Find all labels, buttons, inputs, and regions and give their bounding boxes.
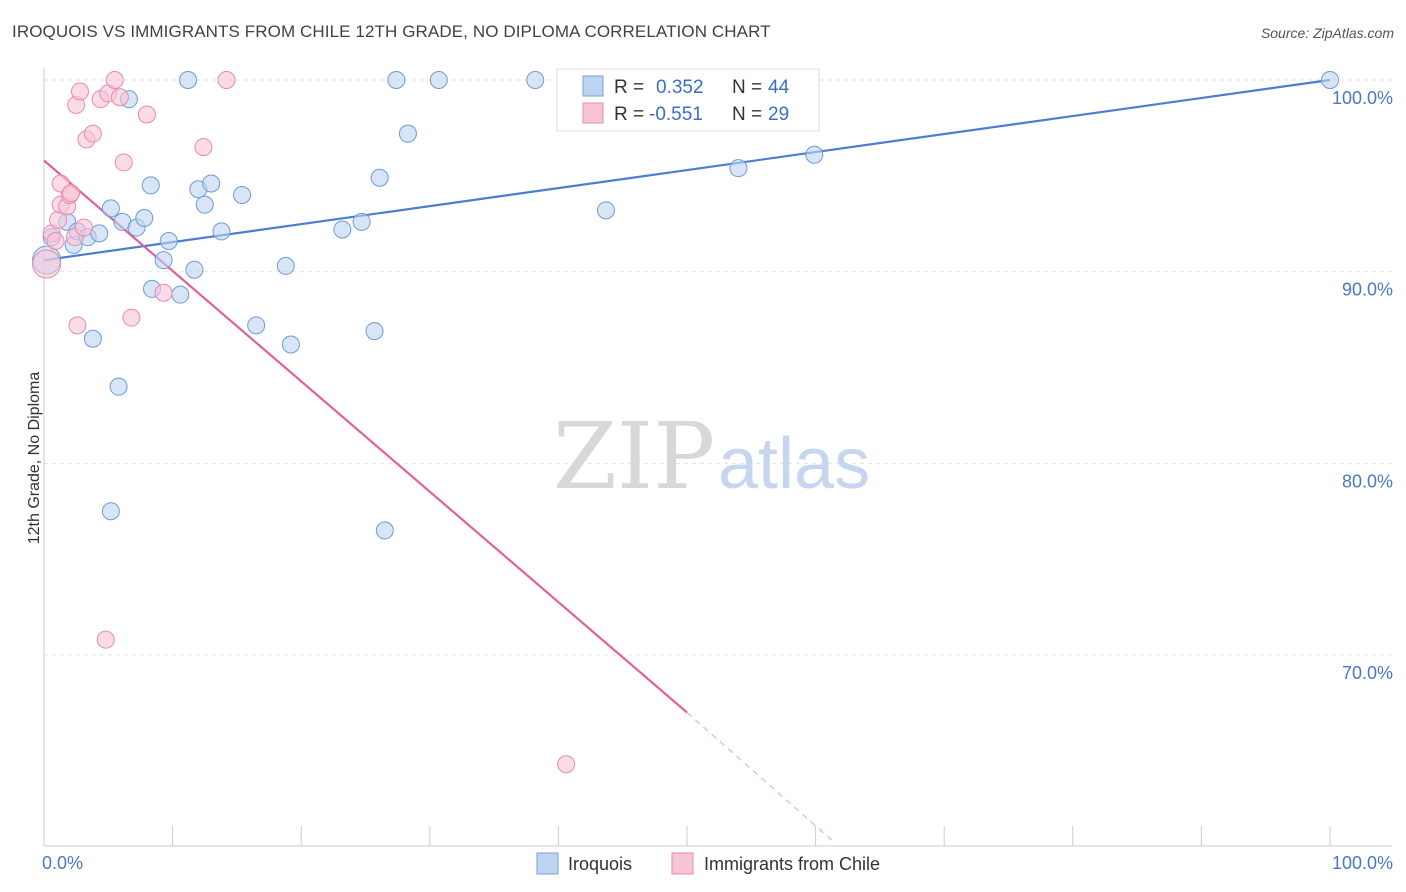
chart-title: IROQUOIS VS IMMIGRANTS FROM CHILE 12TH G… (12, 22, 771, 41)
chile-point (62, 184, 81, 203)
chile-point (32, 249, 62, 279)
stats-legend: R = 0.352 N = 44 R = -0.551 N = 29 (556, 68, 820, 132)
chile-point (110, 88, 129, 107)
x-tick-labels: 0.0% 100.0% (42, 853, 1393, 873)
chile-point (122, 308, 141, 327)
y-tick-label: 90.0% (1342, 280, 1393, 300)
iroquois-point (90, 224, 109, 243)
iroquois-point (171, 285, 190, 304)
stats-swatch-pink (582, 102, 604, 124)
chile-point (137, 105, 156, 124)
x-tick-label: 0.0% (42, 853, 83, 873)
stats-r-label-2: R = (614, 104, 644, 125)
chile-point (105, 71, 124, 89)
watermark-zip: ZIP (553, 403, 715, 510)
iroquois-point (195, 195, 214, 214)
trend-lines (43, 78, 1331, 844)
iroquois-point (596, 201, 615, 220)
stats-n-value-2: 29 (768, 104, 789, 125)
iroquois-point (179, 71, 198, 89)
x-tick-label: 100.0% (1332, 853, 1393, 873)
iroquois-point (83, 329, 102, 348)
iroquois-point (202, 174, 221, 193)
iroquois-point (352, 212, 371, 231)
data-points (32, 71, 1339, 774)
trend-line-chile-extension (686, 712, 836, 844)
iroquois-point (375, 521, 394, 540)
iroquois-point (159, 232, 178, 250)
stats-n-label-1: N = (732, 77, 762, 98)
chile-point (154, 283, 173, 302)
iroquois-point (370, 168, 389, 187)
chile-point (96, 630, 115, 649)
iroquois-point (185, 260, 204, 279)
chile-point (68, 316, 87, 335)
watermark: ZIP atlas (553, 403, 870, 510)
axes (43, 68, 1392, 847)
legend-swatch-chile (671, 852, 694, 875)
stats-swatch-blue (582, 75, 604, 97)
chile-point (83, 124, 102, 143)
iroquois-point (154, 251, 173, 270)
stats-r-value-1: 0.352 (656, 77, 704, 98)
stats-n-value-1: 44 (768, 77, 790, 98)
stats-n-label-2: N = (732, 104, 762, 125)
iroquois-point (1321, 71, 1339, 89)
iroquois-point (398, 124, 417, 143)
iroquois-point (276, 256, 295, 275)
iroquois-point (109, 377, 128, 396)
iroquois-point (526, 71, 545, 89)
iroquois-point (429, 71, 448, 89)
iroquois-point (141, 176, 160, 195)
chile-point (114, 153, 133, 172)
watermark-atlas: atlas (718, 424, 870, 504)
iroquois-point (729, 159, 748, 178)
series-legend: Iroquois Immigrants from Chile (536, 852, 880, 875)
legend-swatch-iroquois (536, 852, 559, 875)
stats-r-value-2: -0.551 (649, 104, 703, 125)
legend-label-chile: Immigrants from Chile (704, 854, 880, 874)
y-axis-label: 12th Grade, No Diploma (26, 372, 43, 545)
iroquois-point (101, 199, 120, 218)
iroquois-point (365, 322, 384, 341)
chile-point (557, 755, 576, 774)
iroquois-point (247, 316, 266, 335)
legend-label-iroquois: Iroquois (568, 854, 632, 874)
iroquois-point (233, 186, 252, 204)
iroquois-point (212, 222, 231, 241)
chile-point (46, 232, 65, 250)
chile-point (71, 82, 90, 101)
iroquois-point (805, 145, 824, 164)
y-tick-label: 100.0% (1332, 88, 1393, 108)
chile-point (217, 71, 236, 89)
iroquois-point (101, 502, 120, 521)
trend-line-iroquois (43, 78, 1331, 262)
iroquois-point (281, 335, 300, 354)
source-label: Source: ZipAtlas.com (1260, 25, 1394, 41)
stats-r-label-1: R = (614, 77, 644, 98)
chile-point (194, 138, 213, 157)
iroquois-point (333, 220, 352, 239)
iroquois-point (387, 71, 406, 89)
chile-point (74, 218, 93, 237)
trend-line-chile (43, 159, 688, 714)
iroquois-point (135, 209, 154, 227)
y-tick-labels: 100.0% 90.0% 80.0% 70.0% (1332, 88, 1393, 683)
y-tick-label: 80.0% (1342, 471, 1393, 491)
y-tick-label: 70.0% (1342, 663, 1393, 683)
